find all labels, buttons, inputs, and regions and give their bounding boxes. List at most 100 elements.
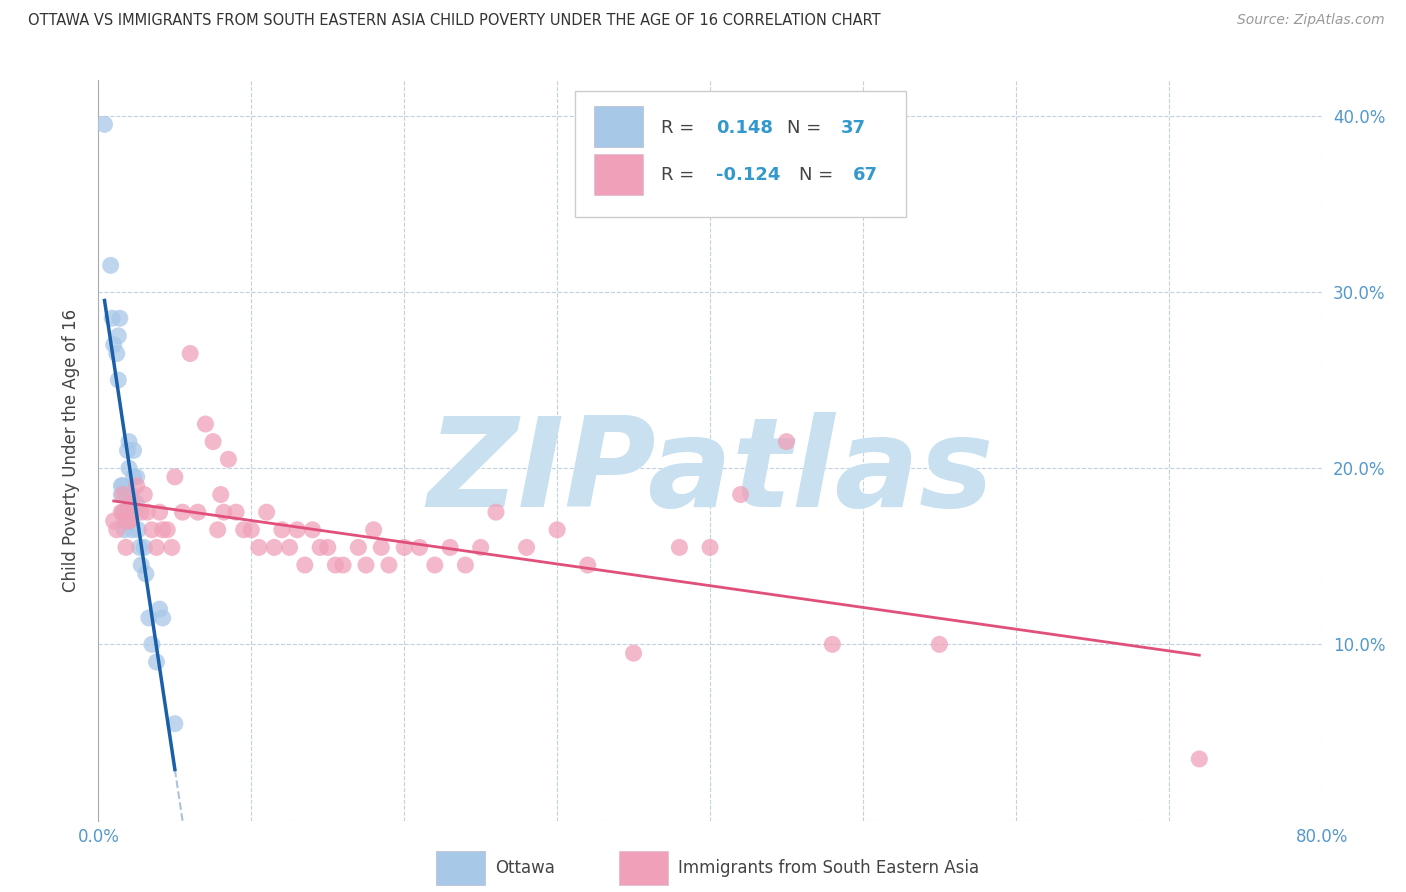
- Point: [775, 434, 797, 449]
- Point: [325, 558, 347, 572]
- Point: [699, 541, 721, 555]
- Point: [103, 337, 125, 351]
- Point: [179, 346, 201, 360]
- Point: [107, 373, 129, 387]
- Point: [110, 487, 132, 501]
- Point: [141, 637, 163, 651]
- Point: [240, 523, 263, 537]
- Point: [470, 541, 492, 555]
- Point: [138, 611, 160, 625]
- Point: [105, 523, 128, 537]
- Point: [100, 259, 122, 273]
- Point: [354, 558, 377, 572]
- Point: [347, 541, 370, 555]
- Point: [93, 117, 115, 131]
- Point: [121, 505, 143, 519]
- Point: [278, 541, 301, 555]
- FancyBboxPatch shape: [575, 91, 905, 218]
- Point: [378, 558, 401, 572]
- Point: [212, 505, 235, 519]
- Point: [125, 496, 148, 510]
- Point: [118, 461, 141, 475]
- Text: Ottawa: Ottawa: [495, 859, 555, 877]
- Point: [172, 505, 194, 519]
- Point: [120, 487, 142, 501]
- Point: [270, 523, 292, 537]
- Text: 67: 67: [853, 166, 879, 184]
- Point: [152, 611, 174, 625]
- Text: R =: R =: [661, 120, 700, 137]
- Point: [256, 505, 278, 519]
- Point: [439, 541, 461, 555]
- Point: [112, 523, 135, 537]
- Point: [232, 523, 254, 537]
- Point: [129, 558, 152, 572]
- Point: [122, 470, 145, 484]
- Text: N =: N =: [800, 166, 839, 184]
- Point: [392, 541, 416, 555]
- Point: [152, 523, 174, 537]
- Point: [156, 523, 179, 537]
- Point: [145, 541, 167, 555]
- Point: [187, 505, 209, 519]
- Point: [454, 558, 477, 572]
- Point: [217, 452, 239, 467]
- Point: [423, 558, 446, 572]
- Bar: [593, 154, 643, 195]
- Point: [149, 505, 172, 519]
- Point: [316, 541, 339, 555]
- Point: [136, 505, 159, 519]
- Point: [285, 523, 308, 537]
- Point: [309, 541, 332, 555]
- Point: [111, 487, 134, 501]
- Point: [207, 523, 229, 537]
- Point: [128, 541, 150, 555]
- Point: [363, 523, 385, 537]
- Point: [294, 558, 316, 572]
- Point: [576, 558, 599, 572]
- Point: [121, 496, 143, 510]
- Text: N =: N =: [787, 120, 827, 137]
- Point: [928, 637, 950, 651]
- Point: [115, 505, 138, 519]
- Text: OTTAWA VS IMMIGRANTS FROM SOUTH EASTERN ASIA CHILD POVERTY UNDER THE AGE OF 16 C: OTTAWA VS IMMIGRANTS FROM SOUTH EASTERN …: [28, 13, 880, 29]
- Text: ZIPatlas: ZIPatlas: [427, 412, 993, 533]
- Point: [135, 566, 157, 581]
- Point: [370, 541, 392, 555]
- Point: [1188, 752, 1211, 766]
- Point: [485, 505, 508, 519]
- Point: [141, 523, 163, 537]
- Point: [301, 523, 323, 537]
- Point: [623, 646, 645, 660]
- Point: [546, 523, 568, 537]
- Point: [117, 443, 139, 458]
- Point: [110, 479, 132, 493]
- Text: -0.124: -0.124: [716, 166, 780, 184]
- Point: [111, 505, 134, 519]
- Point: [332, 558, 354, 572]
- Point: [149, 602, 172, 616]
- Text: 37: 37: [841, 120, 866, 137]
- Point: [145, 655, 167, 669]
- Bar: [593, 106, 643, 147]
- Point: [103, 514, 125, 528]
- Point: [112, 505, 135, 519]
- Point: [125, 479, 148, 493]
- Text: R =: R =: [661, 166, 700, 184]
- Point: [118, 514, 141, 528]
- Text: Source: ZipAtlas.com: Source: ZipAtlas.com: [1237, 13, 1385, 28]
- Point: [134, 487, 156, 501]
- Point: [408, 541, 430, 555]
- Point: [163, 716, 186, 731]
- Point: [125, 470, 148, 484]
- Point: [110, 505, 132, 519]
- Point: [121, 523, 143, 537]
- Text: 0.148: 0.148: [716, 120, 773, 137]
- Point: [129, 505, 152, 519]
- Point: [247, 541, 270, 555]
- Point: [107, 329, 129, 343]
- Point: [115, 487, 138, 501]
- Text: Immigrants from South Eastern Asia: Immigrants from South Eastern Asia: [678, 859, 979, 877]
- Point: [112, 514, 135, 528]
- Point: [516, 541, 538, 555]
